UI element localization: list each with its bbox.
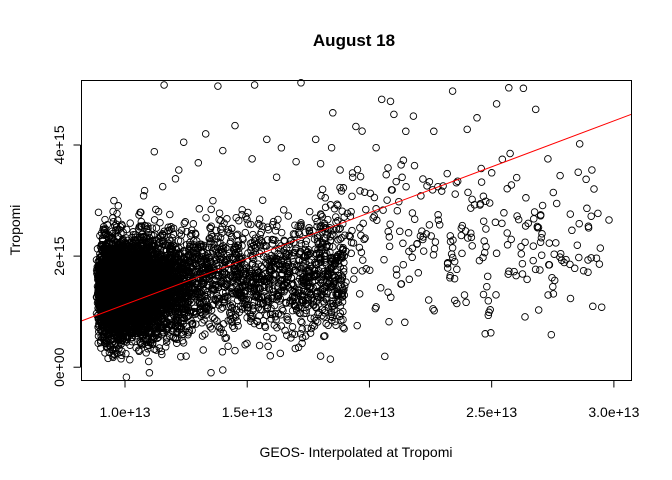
data-point [156, 218, 164, 227]
data-point [110, 196, 118, 205]
data-point [96, 338, 105, 347]
data-point [101, 215, 109, 224]
data-point [109, 207, 117, 216]
data-point [104, 354, 112, 363]
data-point [224, 342, 232, 350]
data-point [128, 337, 136, 346]
data-point [162, 338, 171, 346]
data-point [142, 349, 150, 357]
data-point [126, 355, 134, 364]
data-point [189, 220, 198, 228]
points-layer [92, 79, 613, 381]
data-point [122, 373, 131, 381]
data-point [144, 357, 153, 366]
data-point [122, 349, 130, 358]
chart-title: August 18 [313, 31, 395, 50]
data-point [209, 313, 217, 321]
data-point [152, 224, 161, 232]
data-point [114, 202, 123, 210]
data-point [117, 351, 126, 360]
data-point [113, 209, 121, 218]
data-point [161, 343, 170, 351]
data-point [126, 219, 134, 227]
data-point [94, 208, 103, 217]
